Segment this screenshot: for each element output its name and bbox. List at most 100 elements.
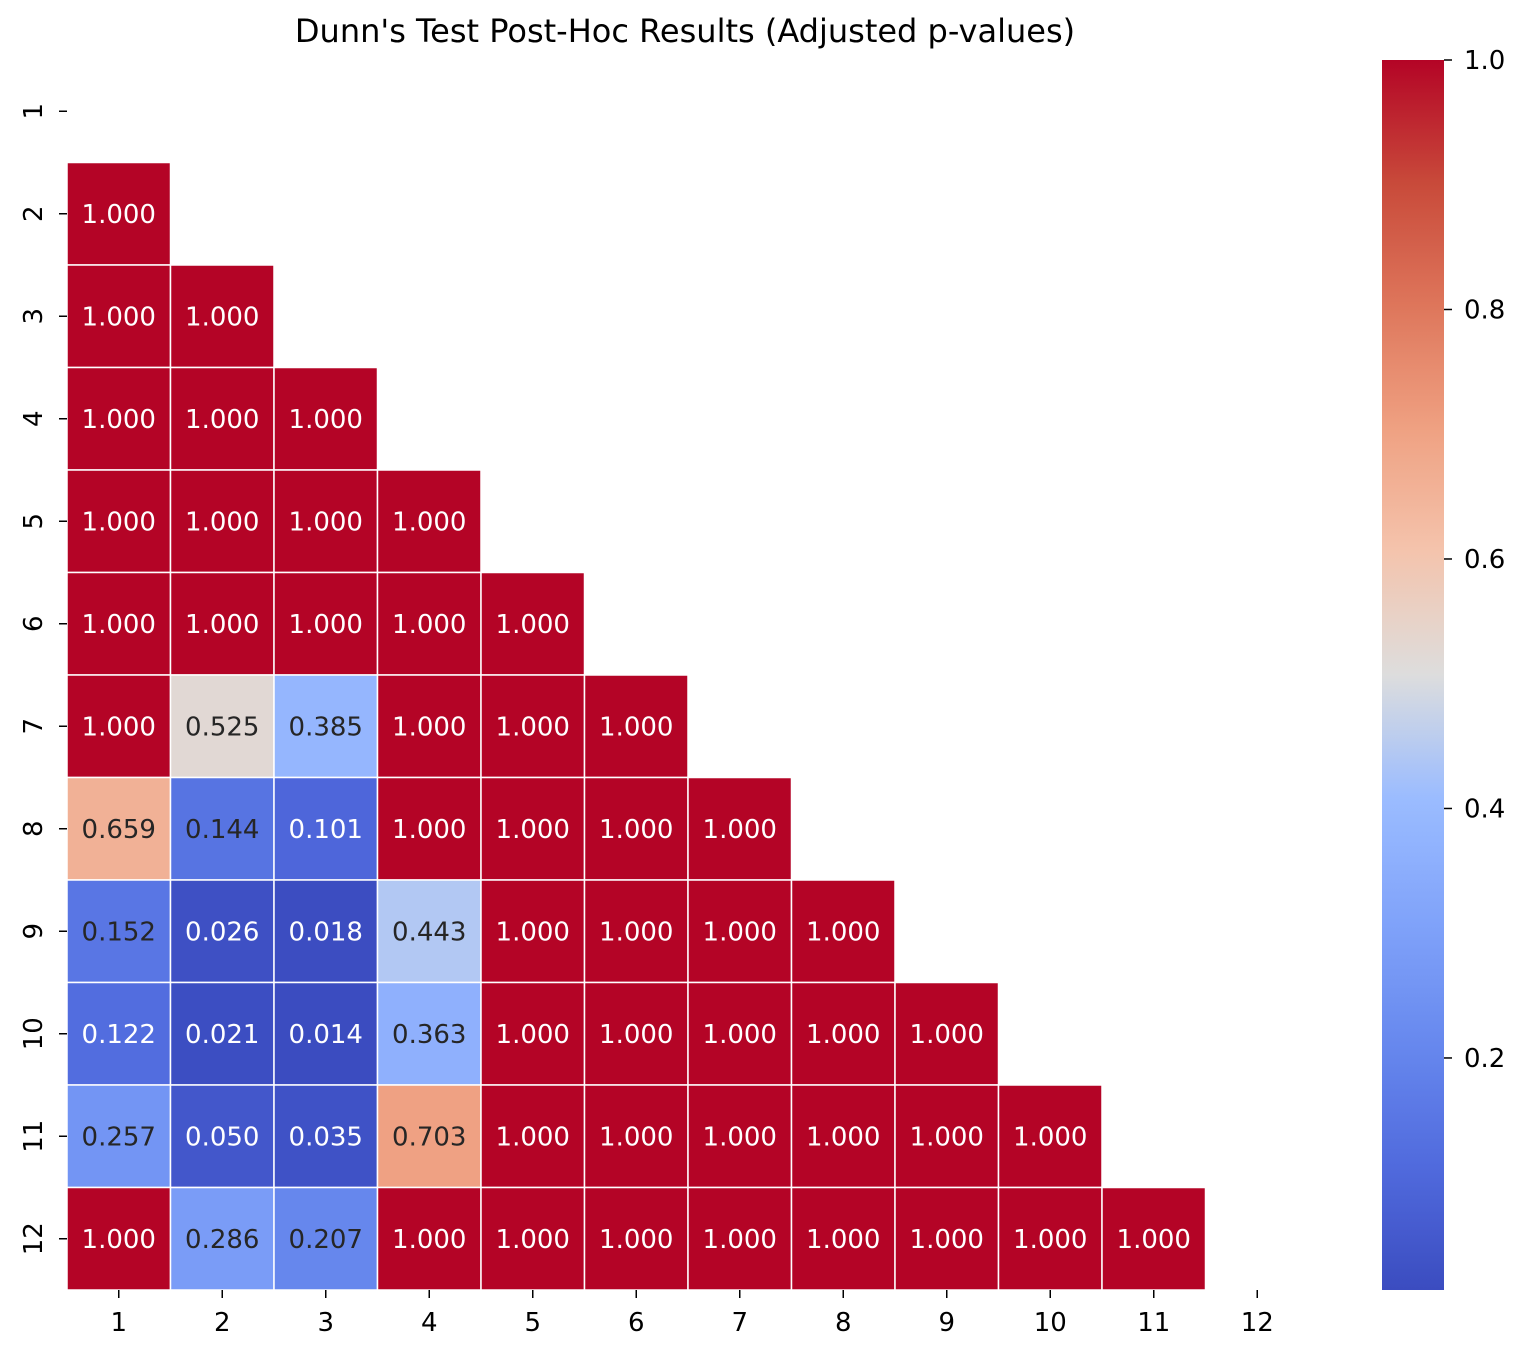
cell-value-r9-c2: 0.026: [185, 917, 259, 947]
cell-value-r5-c4: 1.000: [392, 507, 466, 537]
heatmap-cell-r5-c4: [376, 469, 482, 574]
y-tick-label-4: 4: [19, 410, 49, 427]
heatmap-cell-r11-c8: [790, 1084, 896, 1189]
cell-value-r2-c1: 1.000: [82, 200, 156, 230]
cell-value-r7-c4: 1.000: [392, 712, 466, 742]
heatmap-cell-r10-c3: [273, 981, 379, 1086]
cell-value-r9-c4: 0.443: [392, 917, 466, 947]
heatmap-cell-r10-c1: [66, 981, 172, 1086]
heatmap-cell-r8-c2: [169, 776, 275, 881]
cell-value-r9-c3: 0.018: [289, 917, 363, 947]
heatmap-cell-r7-c4: [376, 674, 482, 779]
heatmap-cell-r8-c1: [66, 776, 172, 881]
cell-value-r8-c2: 0.144: [185, 815, 259, 845]
heatmap-cell-r4-c1: [66, 366, 172, 471]
heatmap-cell-r12-c9: [894, 1186, 1000, 1291]
cell-value-r4-c2: 1.000: [185, 405, 259, 435]
colorbar-tick-label-0.6: 0.6: [1464, 545, 1505, 575]
cell-value-r10-c5: 1.000: [496, 1020, 570, 1050]
cell-value-labels: 1.000 1.000 1.000 1.000 1.000 1.000 1.000 1.000…: [82, 200, 1191, 1255]
cell-value-r12-c4: 1.000: [392, 1225, 466, 1255]
cell-value-r9-c6: 1.000: [599, 917, 673, 947]
y-tick-label-12: 12: [19, 1222, 49, 1255]
y-tick-label-1: 1: [19, 103, 49, 120]
y-tick-label-7: 7: [19, 718, 49, 735]
cell-value-r8-c4: 1.000: [392, 815, 466, 845]
y-tick-label-3: 3: [19, 308, 49, 325]
heatmap-cell-r11-c3: [273, 1084, 379, 1189]
colorbar: 0.2 0.4 0.6 0.8 1.0: [1382, 46, 1505, 1290]
colorbar-gradient: [1382, 60, 1444, 1290]
heatmap-cell-r10-c2: [169, 981, 275, 1086]
cell-value-r9-c1: 0.152: [82, 917, 156, 947]
colorbar-tick-label-1.0: 1.0: [1464, 46, 1505, 76]
cell-value-r4-c1: 1.000: [82, 405, 156, 435]
cell-value-r8-c6: 1.000: [599, 815, 673, 845]
y-tick-label-6: 6: [19, 615, 49, 632]
cell-value-r12-c9: 1.000: [910, 1225, 984, 1255]
cell-value-r7-c2: 0.525: [185, 712, 259, 742]
cell-value-r6-c2: 1.000: [185, 610, 259, 640]
heatmap-cell-r11-c5: [480, 1084, 586, 1189]
colorbar-tick-label-0.4: 0.4: [1464, 794, 1505, 824]
cell-value-r8-c5: 1.000: [496, 815, 570, 845]
x-tick-label-1: 1: [110, 1308, 127, 1338]
heatmap-cell-r9-c3: [273, 879, 379, 984]
heatmap-cell-r7-c2: [169, 674, 275, 779]
heatmap-cell-r4-c3: [273, 366, 379, 471]
heatmap-cell-r11-c4: [376, 1084, 482, 1189]
heatmap-cell-r10-c4: [376, 981, 482, 1086]
cell-value-r3-c2: 1.000: [185, 302, 259, 332]
cell-value-r5-c2: 1.000: [185, 507, 259, 537]
cell-value-r8-c7: 1.000: [703, 815, 777, 845]
cell-value-r12-c11: 1.000: [1117, 1225, 1191, 1255]
heatmap-cell-r9-c1: [66, 879, 172, 984]
heatmap-cell-r2-c1: [66, 161, 172, 266]
heatmap-cell-r3-c1: [66, 264, 172, 369]
chart-title: Dunn's Test Post-Hoc Results (Adjusted p…: [295, 12, 1075, 50]
y-tick-label-9: 9: [19, 923, 49, 940]
cell-value-r11-c9: 1.000: [910, 1122, 984, 1152]
heatmap-cell-r10-c6: [583, 981, 689, 1086]
cell-value-r10-c3: 0.014: [289, 1020, 363, 1050]
heatmap-cell-r11-c10: [997, 1084, 1103, 1189]
cell-value-r11-c3: 0.035: [289, 1122, 363, 1152]
x-tick-label-7: 7: [731, 1308, 748, 1338]
cell-value-r12-c10: 1.000: [1013, 1225, 1087, 1255]
heatmap-cells: [66, 161, 1207, 1291]
y-tick-label-11: 11: [19, 1120, 49, 1153]
heatmap-cell-r11-c2: [169, 1084, 275, 1189]
cell-value-r5-c1: 1.000: [82, 507, 156, 537]
heatmap-cell-r10-c9: [894, 981, 1000, 1086]
x-tick-label-2: 2: [214, 1308, 231, 1338]
cell-value-r12-c8: 1.000: [806, 1225, 880, 1255]
x-tick-label-8: 8: [835, 1308, 852, 1338]
cell-value-r11-c1: 0.257: [82, 1122, 156, 1152]
heatmap-cell-r10-c7: [687, 981, 793, 1086]
heatmap-cell-r9-c8: [790, 879, 896, 984]
heatmap-cell-r12-c11: [1101, 1186, 1207, 1291]
x-axis: 1 2 3 4 5 6 7 8 9 10 11 12: [110, 1290, 1274, 1338]
x-tick-label-11: 11: [1137, 1308, 1170, 1338]
x-tick-label-5: 5: [524, 1308, 541, 1338]
cell-value-r9-c7: 1.000: [703, 917, 777, 947]
cell-value-r11-c2: 0.050: [185, 1122, 259, 1152]
x-tick-label-12: 12: [1241, 1308, 1274, 1338]
cell-value-r6-c5: 1.000: [496, 610, 570, 640]
cell-value-r6-c1: 1.000: [82, 610, 156, 640]
cell-value-r6-c4: 1.000: [392, 610, 466, 640]
heatmap-cell-r7-c5: [480, 674, 586, 779]
cell-value-r12-c2: 0.286: [185, 1225, 259, 1255]
cell-value-r11-c4: 0.703: [392, 1122, 466, 1152]
heatmap-cell-r6-c5: [480, 571, 586, 676]
x-tick-label-6: 6: [628, 1308, 645, 1338]
cell-value-r12-c1: 1.000: [82, 1225, 156, 1255]
heatmap-cell-r5-c2: [169, 469, 275, 574]
heatmap-cell-r8-c4: [376, 776, 482, 881]
cell-value-r10-c1: 0.122: [82, 1020, 156, 1050]
cell-value-r10-c6: 1.000: [599, 1020, 673, 1050]
cell-value-r10-c2: 0.021: [185, 1020, 259, 1050]
heatmap-cell-r11-c1: [66, 1084, 172, 1189]
